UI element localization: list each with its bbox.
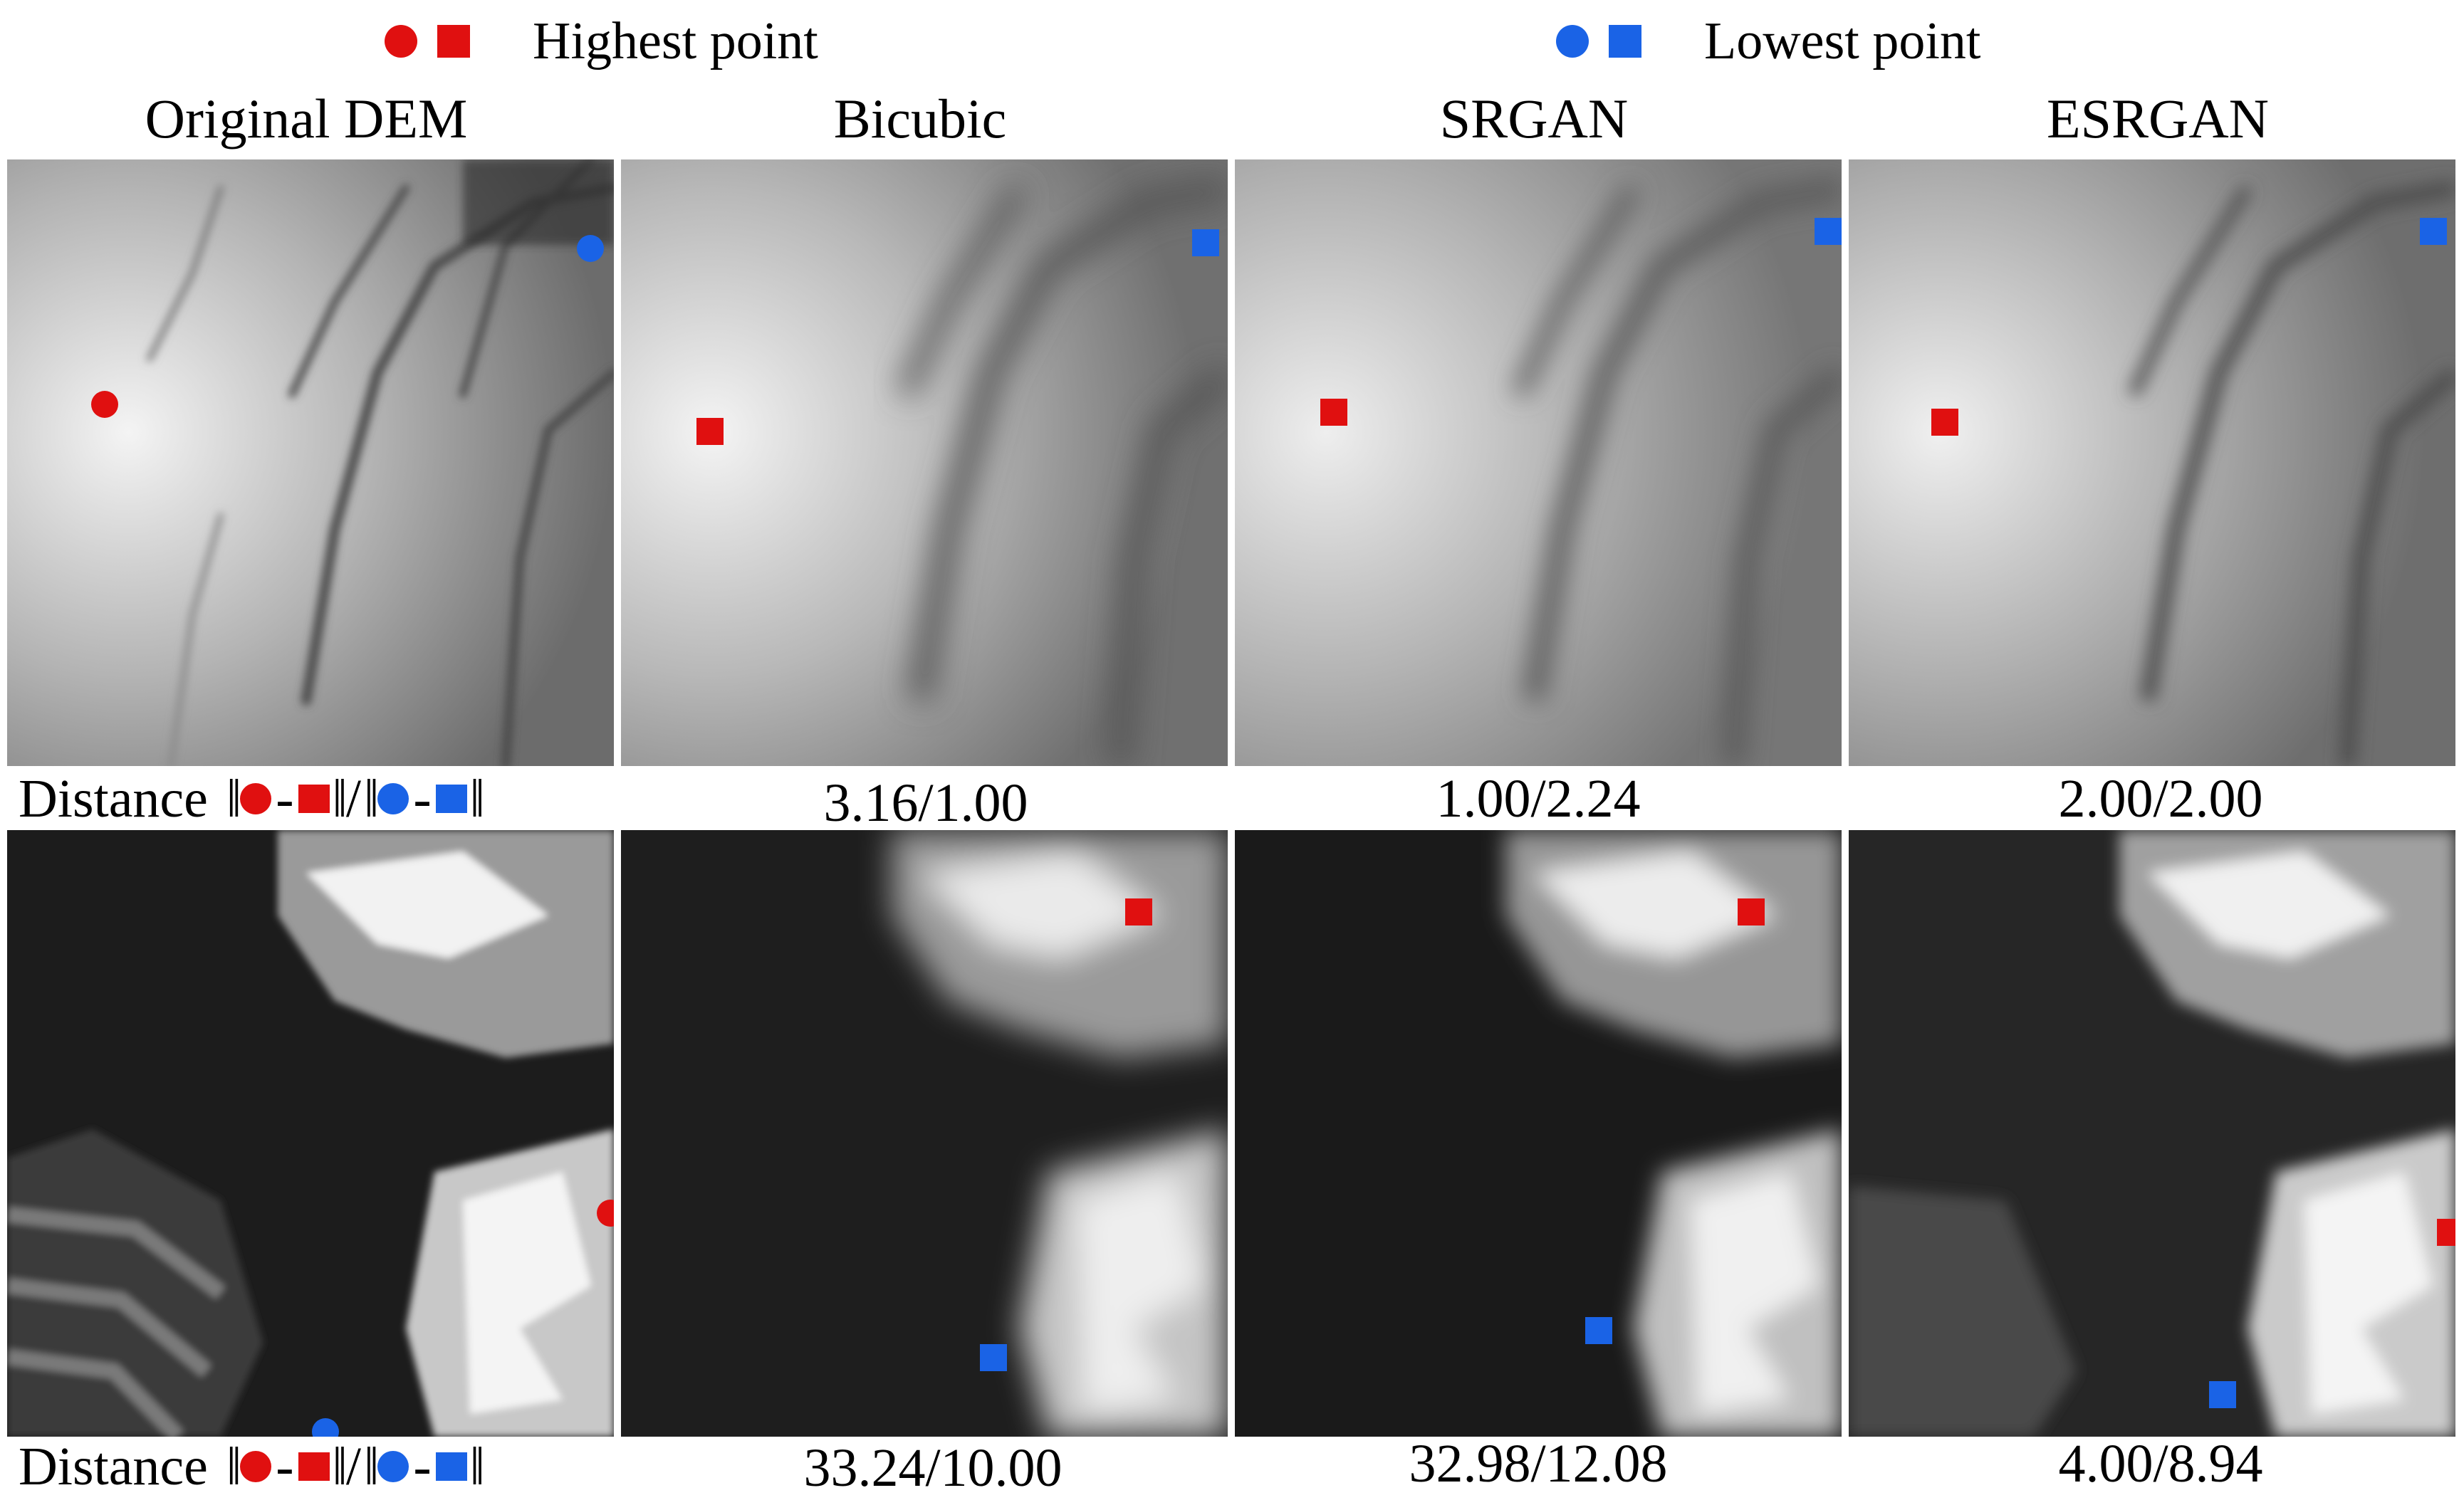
legend-lowest-label: Lowest point [1704, 11, 1981, 70]
distance-word: Distance [19, 768, 208, 829]
distance-word: Distance [19, 1436, 208, 1496]
norm-bar-icon: ‖ [332, 1436, 348, 1496]
lowest-point-marker [2209, 1381, 2236, 1408]
highest-point-marker [1738, 898, 1765, 926]
dem-image-row1-original [7, 159, 614, 766]
highest-point-marker [91, 391, 118, 418]
dash-symbol: - [276, 768, 294, 829]
terrain-image [621, 830, 1228, 1437]
terrain-image [7, 159, 614, 766]
norm-bar-icon: ‖ [226, 768, 241, 829]
lowest-point-marker [1815, 218, 1842, 245]
slash-symbol: / [345, 1436, 362, 1496]
lowest-square-icon [1609, 25, 1641, 58]
distance-value-row2-bicubic: 33.24/10.00 [803, 1438, 1063, 1498]
terrain-image [1235, 159, 1842, 766]
highest-point-marker [1320, 399, 1347, 426]
lowest-circle-icon [377, 1451, 409, 1482]
norm-bar-icon: ‖ [226, 1436, 241, 1496]
dem-image-row2-srgan [1235, 830, 1842, 1437]
column-header-srgan: SRGAN [1439, 88, 1629, 150]
highest-circle-icon [240, 783, 272, 814]
lowest-circle-icon [377, 783, 409, 814]
slash-symbol: / [345, 768, 362, 829]
norm-bar-icon: ‖ [364, 768, 379, 829]
lowest-point-marker [312, 1418, 339, 1437]
highest-point-marker [1931, 409, 1958, 436]
highest-point-marker [597, 1200, 614, 1227]
distance-value-row1-srgan: 1.00/2.24 [1436, 769, 1641, 829]
lowest-square-icon [435, 1452, 467, 1481]
distance-label-row1: Distance ‖ - ‖ / ‖ - ‖ [19, 763, 485, 834]
dem-image-row1-bicubic [621, 159, 1228, 766]
highest-point-marker [1125, 898, 1152, 926]
dem-image-row2-bicubic [621, 830, 1228, 1437]
lowest-point-marker [1585, 1317, 1612, 1344]
highest-point-marker [696, 418, 724, 445]
distance-value-row1-esrgan: 2.00/2.00 [2058, 769, 2263, 829]
legend-lowest: Lowest point [1556, 6, 1980, 77]
legend-highest: Highest point [385, 6, 818, 77]
dem-image-row1-srgan [1235, 159, 1842, 766]
dash-symbol: - [276, 1436, 294, 1496]
distance-label-row2: Distance ‖ - ‖ / ‖ - ‖ [19, 1431, 485, 1502]
norm-bar-icon: ‖ [469, 768, 485, 829]
highest-point-marker [2437, 1219, 2455, 1246]
legend-highest-label: Highest point [533, 11, 818, 70]
terrain-image [621, 159, 1228, 766]
column-header-bicubic: Bicubic [833, 88, 1007, 150]
dem-image-row2-esrgan [1849, 830, 2455, 1437]
column-header-original-dem: Original DEM [145, 88, 468, 150]
dash-symbol: - [413, 1436, 432, 1496]
highest-circle-icon [385, 25, 417, 58]
terrain-image [1849, 830, 2455, 1437]
lowest-point-marker [980, 1344, 1007, 1371]
dash-symbol: - [413, 768, 432, 829]
lowest-point-marker [577, 235, 604, 262]
terrain-image [1849, 159, 2455, 766]
column-header-esrgan: ESRGAN [2046, 88, 2270, 150]
lowest-square-icon [435, 785, 467, 813]
highest-circle-icon [240, 1451, 272, 1482]
lowest-point-marker [2420, 218, 2447, 245]
highest-square-icon [298, 1452, 330, 1481]
norm-bar-icon: ‖ [332, 768, 348, 829]
highest-square-icon [437, 25, 470, 58]
distance-value-row2-srgan: 32.98/12.08 [1409, 1434, 1668, 1494]
highest-square-icon [298, 785, 330, 813]
lowest-circle-icon [1556, 25, 1589, 58]
distance-value-row2-esrgan: 4.00/8.94 [2058, 1434, 2263, 1494]
norm-bar-icon: ‖ [364, 1436, 379, 1496]
lowest-point-marker [1192, 229, 1219, 256]
distance-value-row1-bicubic: 3.16/1.00 [823, 773, 1028, 833]
terrain-image [7, 830, 614, 1437]
dem-image-row2-original [7, 830, 614, 1437]
terrain-image [1235, 830, 1842, 1437]
norm-bar-icon: ‖ [469, 1436, 485, 1496]
dem-image-row1-esrgan [1849, 159, 2455, 766]
